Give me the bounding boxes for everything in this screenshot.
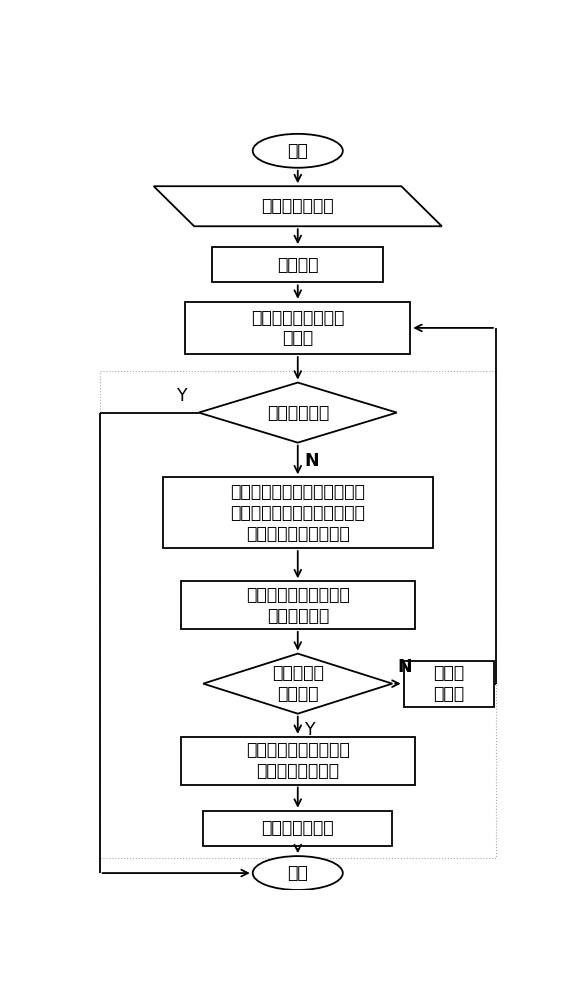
Text: 结束: 结束: [288, 864, 308, 882]
FancyBboxPatch shape: [185, 302, 410, 354]
Text: 选取两个边缘点的中点
保存为一个特征点: 选取两个边缘点的中点 保存为一个特征点: [246, 741, 350, 780]
Ellipse shape: [253, 134, 343, 168]
FancyBboxPatch shape: [163, 477, 433, 548]
Ellipse shape: [253, 856, 343, 890]
Text: 开始: 开始: [288, 142, 308, 160]
Text: 找到另一个
边缘点？: 找到另一个 边缘点？: [272, 664, 324, 703]
Text: 逆透视投影图像: 逆透视投影图像: [261, 197, 334, 215]
Text: 边缘检测: 边缘检测: [277, 256, 318, 274]
Text: Y: Y: [304, 721, 315, 739]
FancyBboxPatch shape: [212, 247, 383, 282]
Text: Y: Y: [177, 387, 188, 405]
FancyBboxPatch shape: [203, 811, 392, 846]
Polygon shape: [199, 383, 397, 443]
Text: 边缘点为空？: 边缘点为空？: [267, 404, 329, 422]
Polygon shape: [153, 186, 442, 226]
Text: 删除该
边缘点: 删除该 边缘点: [433, 664, 464, 703]
Text: 随机选取一个边缘点，将该点
周围一定角度和距离范围的扇
环形区域作为搜索区域: 随机选取一个边缘点，将该点 周围一定角度和距离范围的扇 环形区域作为搜索区域: [230, 483, 365, 542]
Polygon shape: [203, 654, 392, 714]
FancyBboxPatch shape: [181, 581, 415, 629]
Text: 删除两个边缘点: 删除两个边缘点: [261, 819, 334, 837]
Text: N: N: [398, 658, 413, 676]
Text: N: N: [304, 452, 319, 470]
FancyBboxPatch shape: [181, 737, 415, 785]
Text: 对边缘点按照方向进
行过滤: 对边缘点按照方向进 行过滤: [251, 308, 345, 347]
FancyBboxPatch shape: [404, 661, 494, 707]
Text: 在该点的搜索区域内寻
找其他边缘点: 在该点的搜索区域内寻 找其他边缘点: [246, 586, 350, 624]
